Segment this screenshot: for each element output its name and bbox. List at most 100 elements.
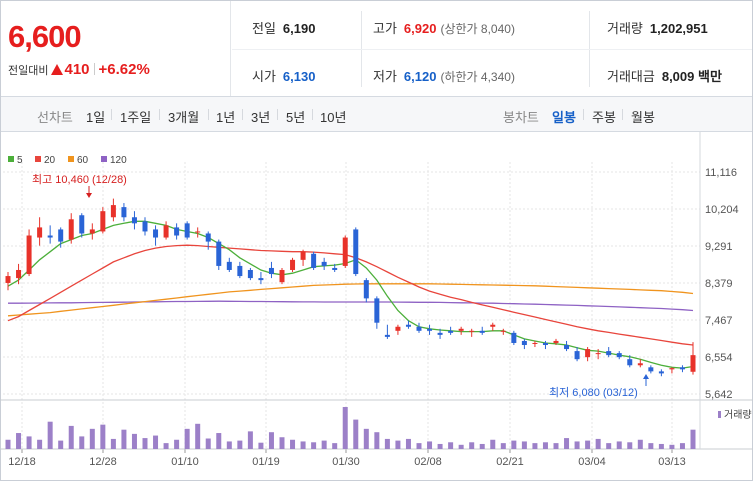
volume-bar	[58, 440, 64, 449]
candle-body	[195, 231, 201, 233]
volume-bar	[311, 442, 317, 449]
volume-bar	[511, 440, 517, 449]
change-percent: +6.62%	[98, 61, 150, 78]
candle-body	[511, 332, 517, 343]
volume-bar	[469, 442, 475, 449]
period-1w[interactable]: 1주일	[120, 110, 152, 125]
x-tick-label: 02/08	[414, 456, 442, 468]
candle-body	[479, 330, 485, 333]
candle-weekly[interactable]: 주봉	[592, 110, 616, 125]
volume-bar	[532, 443, 538, 449]
divider	[111, 109, 112, 120]
candle-body	[469, 330, 475, 332]
candle-body	[131, 217, 137, 224]
volume-bar	[110, 438, 116, 449]
volume-bar	[564, 438, 570, 449]
volume-bar	[595, 438, 601, 449]
candle-body	[321, 261, 327, 266]
volume-bar	[679, 443, 685, 449]
x-tick-label: 12/28	[89, 456, 117, 468]
candle-body	[374, 298, 380, 323]
volume-bar	[521, 441, 527, 449]
divider	[232, 49, 752, 50]
volume-bar	[26, 436, 32, 449]
candle-body	[216, 241, 222, 266]
up-triangle-icon	[51, 64, 64, 75]
volume-bar	[216, 433, 222, 449]
y-tick-label: 11,116	[705, 167, 737, 179]
volume-legend-label: 거래량	[724, 409, 752, 421]
candle-body	[405, 324, 411, 327]
candle-body	[448, 330, 454, 333]
candle-body	[37, 227, 43, 238]
candle-body	[268, 267, 274, 275]
candle-daily[interactable]: 일봉	[552, 110, 576, 125]
candle-body	[637, 363, 643, 366]
volume-bar	[648, 443, 654, 449]
candle-body	[5, 276, 11, 283]
divider	[242, 109, 243, 120]
volume-bar	[395, 440, 401, 449]
line-chart-label[interactable]: 선차트	[37, 110, 73, 125]
candle-body	[679, 367, 685, 370]
volume-bar	[374, 432, 380, 449]
volume-bar	[690, 429, 696, 449]
period-5y[interactable]: 5년	[286, 110, 306, 125]
min-arrow-head	[643, 374, 649, 379]
period-3y[interactable]: 3년	[251, 110, 271, 125]
x-tick-label: 03/13	[658, 456, 686, 468]
stat-volume: 거래량 1,202,951	[607, 21, 708, 36]
candle-body	[258, 278, 264, 281]
ma5-line	[7, 220, 694, 369]
candle-body	[342, 237, 348, 266]
candle-body	[574, 351, 580, 360]
current-price: 6,600	[8, 19, 82, 54]
stat-high: 고가 6,920 (상한가 8,040)	[373, 21, 515, 36]
y-tick-label: 5,642	[705, 389, 733, 401]
candle-body	[226, 261, 232, 270]
period-1d[interactable]: 1일	[86, 110, 106, 125]
volume-bar	[416, 443, 422, 449]
min-annotation: 최저 6,080 (03/12)	[549, 386, 638, 399]
period-10y[interactable]: 10년	[320, 110, 347, 125]
candle-body	[174, 227, 180, 236]
y-tick-label: 8,379	[705, 278, 733, 290]
period-3m[interactable]: 3개월	[168, 110, 200, 125]
volume-bar	[490, 439, 496, 449]
candle-body	[437, 332, 443, 335]
price-box: 6,600 전일대비 410 +6.62%	[1, 1, 231, 96]
volume-bar	[163, 443, 169, 449]
change-value: 410	[64, 61, 90, 78]
volume-bar	[121, 429, 127, 449]
candle-body	[595, 353, 601, 355]
volume-bar	[195, 423, 201, 449]
volume-bar	[437, 443, 443, 449]
chart-toolbar: 선차트 1일 1주일 3개월 1년 3년 5년 10년 봉차트 일봉 주봉 월봉	[1, 97, 752, 132]
period-1y[interactable]: 1년	[216, 110, 236, 125]
x-tick-label: 03/04	[578, 456, 606, 468]
volume-bar	[384, 438, 390, 449]
divider	[277, 109, 278, 120]
volume-bar	[448, 442, 454, 449]
candle-body	[121, 207, 127, 218]
legend-label-20: 20	[44, 155, 56, 166]
candle-body	[58, 229, 64, 242]
volume-bar	[153, 435, 159, 449]
candle-body	[363, 280, 369, 299]
candle-body	[89, 229, 95, 234]
stat-open: 시가 6,130	[252, 69, 316, 84]
volume-bar	[500, 443, 506, 449]
candle-monthly[interactable]: 월봉	[631, 110, 655, 125]
volume-bar	[184, 428, 190, 449]
candle-body	[648, 367, 654, 372]
candle-body	[521, 340, 527, 346]
candle-body	[247, 269, 253, 279]
divider	[312, 109, 313, 120]
candle-chart-label[interactable]: 봉차트	[503, 110, 539, 125]
candle-body	[490, 324, 496, 327]
x-tick-label: 01/10	[171, 456, 199, 468]
legend-swatch-120	[101, 156, 107, 162]
volume-bar	[427, 441, 433, 449]
candle-body	[100, 211, 106, 232]
candle-body	[500, 330, 506, 332]
